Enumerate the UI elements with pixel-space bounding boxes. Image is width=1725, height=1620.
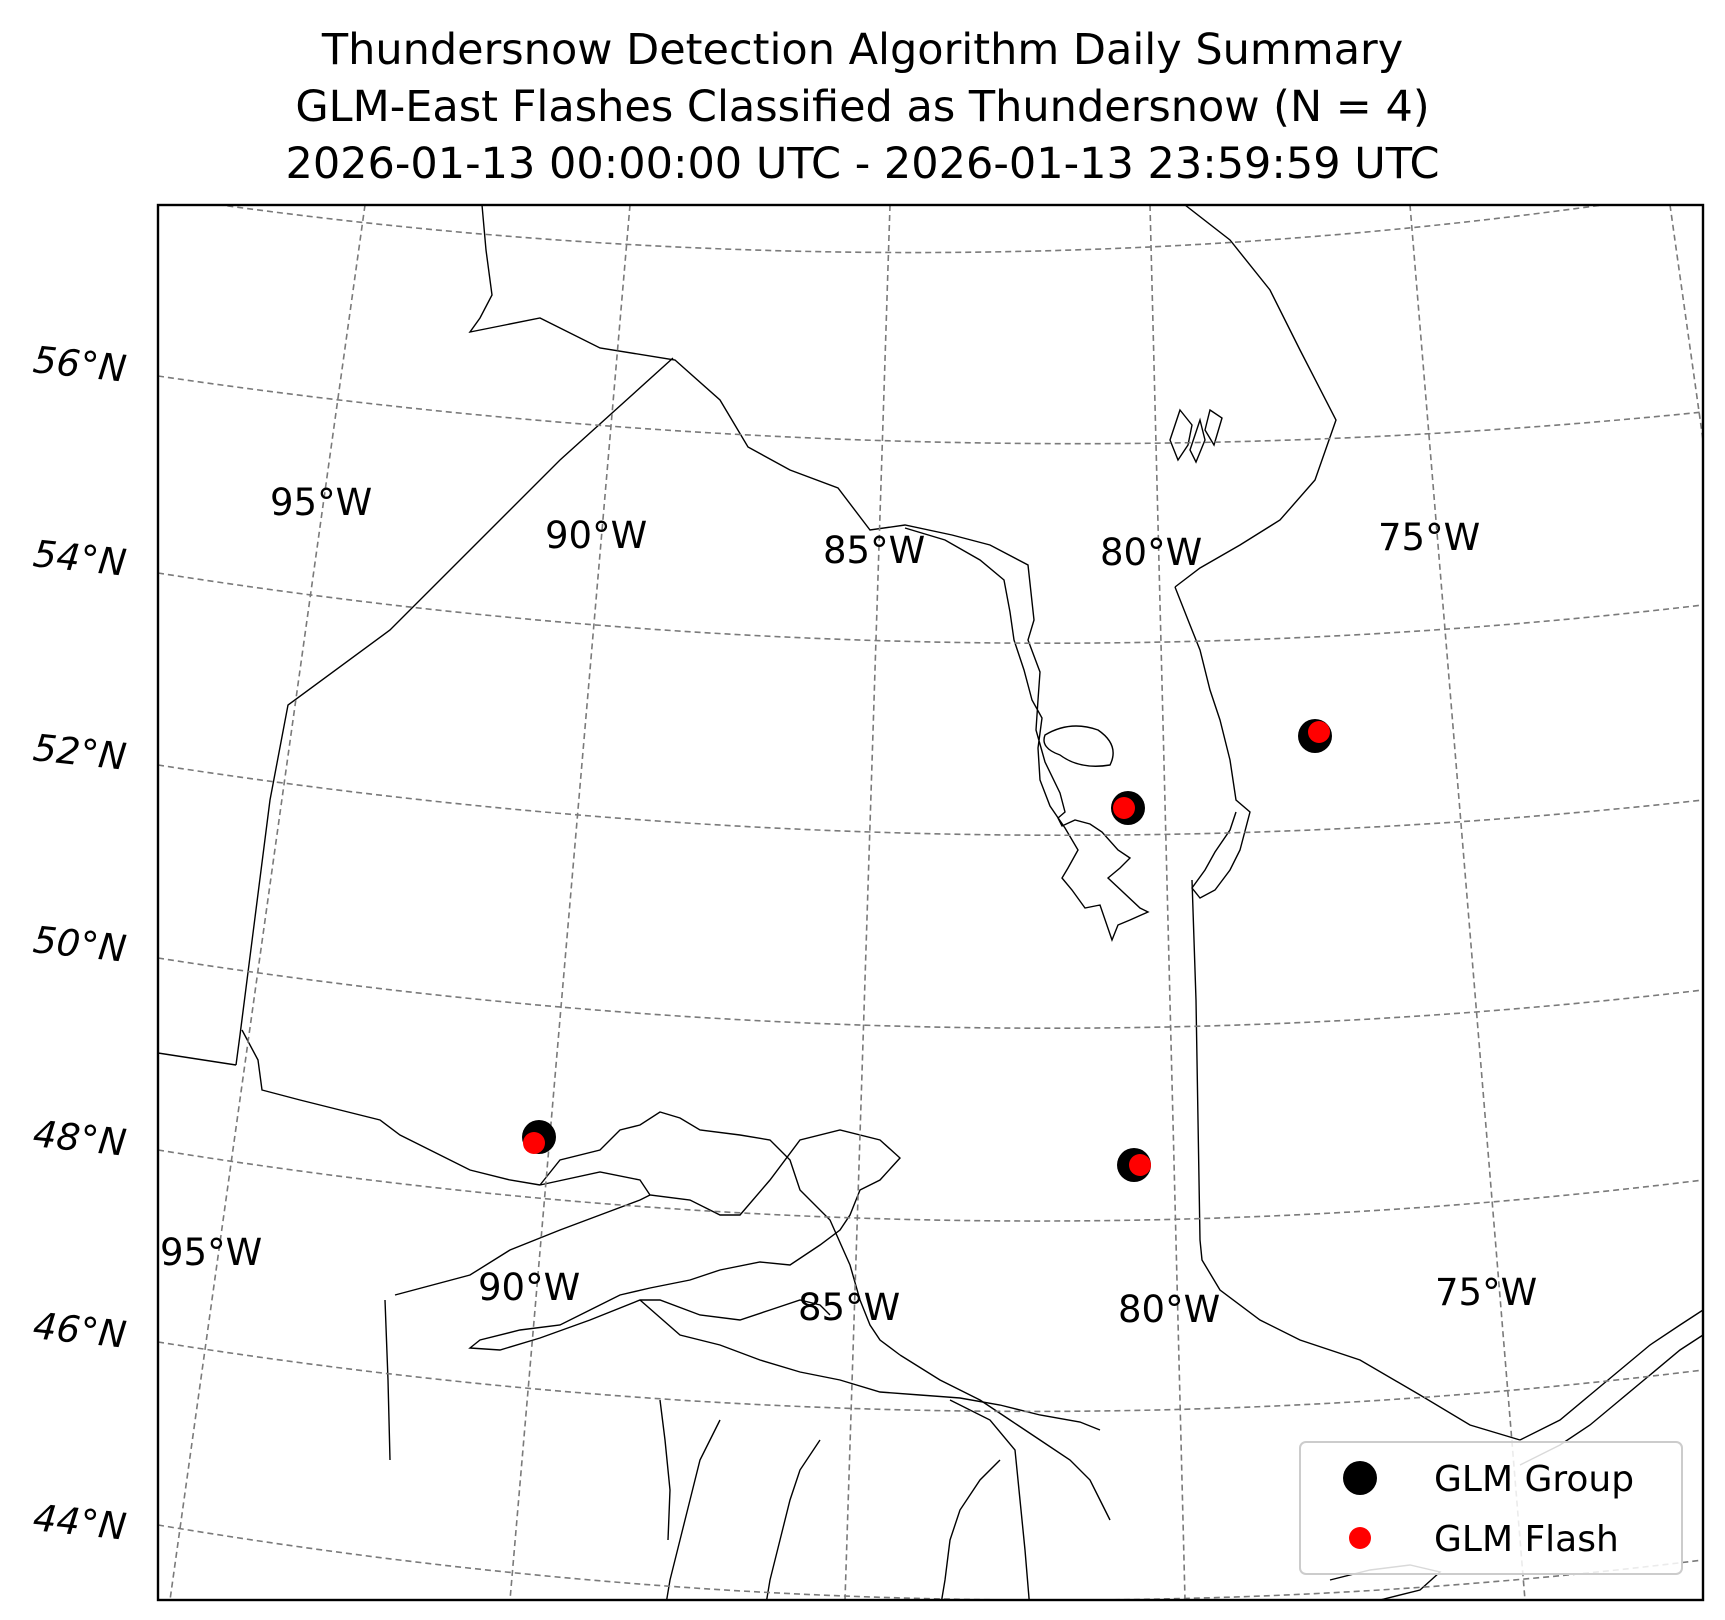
manitoba-west-border — [158, 1052, 237, 1066]
gridline-lon-90 — [509, 205, 631, 1600]
glm-flash-marker — [1113, 797, 1135, 819]
title-line-1: Thundersnow Detection Algorithm Daily Su… — [321, 25, 1404, 75]
map-title: Thundersnow Detection Algorithm Daily Su… — [0, 22, 1725, 193]
detections — [522, 719, 1332, 1182]
longitude-labels-top: 95°W 90°W 85°W 80°W 75°W — [270, 481, 1480, 574]
legend-flash-label: GLM Flash — [1434, 1519, 1619, 1560]
title-line-2: GLM-East Flashes Classified as Thundersn… — [295, 82, 1430, 132]
lon-label-top-75: 75°W — [1378, 516, 1480, 559]
james-bay-east-coast — [1174, 586, 1251, 899]
gridline-lon-85 — [844, 205, 891, 1600]
lake-huron — [899, 1354, 1111, 1600]
coastlines-and-borders — [158, 205, 1703, 1600]
lat-label-48: 48°N — [31, 1112, 128, 1165]
gridline-lat-50 — [158, 957, 1703, 1030]
lon-label-top-90: 90°W — [545, 514, 647, 557]
michigan-ontario-border — [949, 1399, 1030, 1600]
akimiski-island — [1043, 725, 1114, 767]
minnesota-wisconsin-shore — [394, 1194, 651, 1296]
graticule — [158, 205, 1703, 1600]
detection-2[interactable] — [1111, 791, 1145, 825]
latitude-labels: 56°N 54°N 52°N 50°N 48°N 46°N 44°N — [31, 338, 128, 1549]
glm-flash-marker — [1129, 1154, 1151, 1176]
lat-label-44: 44°N — [31, 1496, 128, 1549]
lon-label-bottom-95: 95°W — [160, 1231, 262, 1274]
hudson-bay-coast — [468, 205, 1150, 943]
gridline-lat-46 — [158, 1341, 1703, 1413]
detection-4[interactable] — [1117, 1148, 1151, 1182]
detection-3[interactable] — [522, 1120, 556, 1154]
lon-label-bottom-85: 85°W — [798, 1286, 900, 1329]
gridline-lat-54 — [158, 572, 1703, 645]
detection-1[interactable] — [1298, 719, 1332, 753]
gridline-lon-80 — [1149, 205, 1186, 1600]
gridline-lat-58 — [215, 205, 1608, 254]
glm-flash-marker — [523, 1132, 545, 1154]
lon-label-top-80: 80°W — [1100, 531, 1202, 574]
legend-flash-marker — [1349, 1527, 1371, 1549]
lake-michigan — [665, 1419, 821, 1600]
us-canada-border — [241, 1029, 541, 1186]
lat-label-56: 56°N — [31, 338, 128, 391]
quebec-coast — [1174, 205, 1337, 588]
gridline-lon-95 — [169, 205, 366, 1600]
lat-label-50: 50°N — [31, 918, 128, 971]
lon-label-bottom-90: 90°W — [478, 1266, 580, 1309]
gridline-lon-75 — [1409, 205, 1526, 1600]
lat-label-46: 46°N — [31, 1304, 128, 1357]
gridline-lon-70 — [1669, 205, 1703, 441]
gridline-lat-52 — [158, 764, 1703, 837]
longitude-labels-bottom: 95°W 90°W 85°W 80°W 75°W — [160, 1231, 1537, 1331]
lon-label-top-95: 95°W — [270, 481, 372, 524]
glm-flash-marker — [1308, 721, 1330, 743]
wisconsin-michigan-border — [659, 1399, 671, 1541]
michigan-up — [639, 1299, 1101, 1431]
manitoba-ontario-border — [235, 357, 674, 1066]
gridline-lat-44 — [158, 1524, 1703, 1600]
superior-north-shore — [539, 1111, 901, 1356]
legend: GLM Group GLM Flash — [1299, 1441, 1683, 1575]
lake-superior — [468, 1129, 901, 1351]
map-frame — [156, 203, 1705, 1602]
belcher-islands — [1169, 408, 1223, 464]
minnesota-border — [384, 1299, 391, 1461]
lon-label-bottom-75: 75°W — [1435, 1271, 1537, 1314]
gridline-lat-48 — [158, 1149, 1703, 1222]
lon-label-top-85: 85°W — [823, 529, 925, 572]
gridline-lat-56 — [158, 375, 1703, 445]
legend-group-label: GLM Group — [1434, 1459, 1634, 1500]
ontario-quebec-border — [1191, 879, 1521, 1441]
title-line-3: 2026-01-13 00:00:00 UTC - 2026-01-13 23:… — [285, 139, 1440, 189]
lat-label-54: 54°N — [31, 532, 128, 585]
lat-label-52: 52°N — [31, 726, 128, 779]
lon-label-bottom-80: 80°W — [1118, 1288, 1220, 1331]
legend-box — [1299, 1441, 1683, 1575]
legend-group-marker — [1343, 1461, 1377, 1495]
